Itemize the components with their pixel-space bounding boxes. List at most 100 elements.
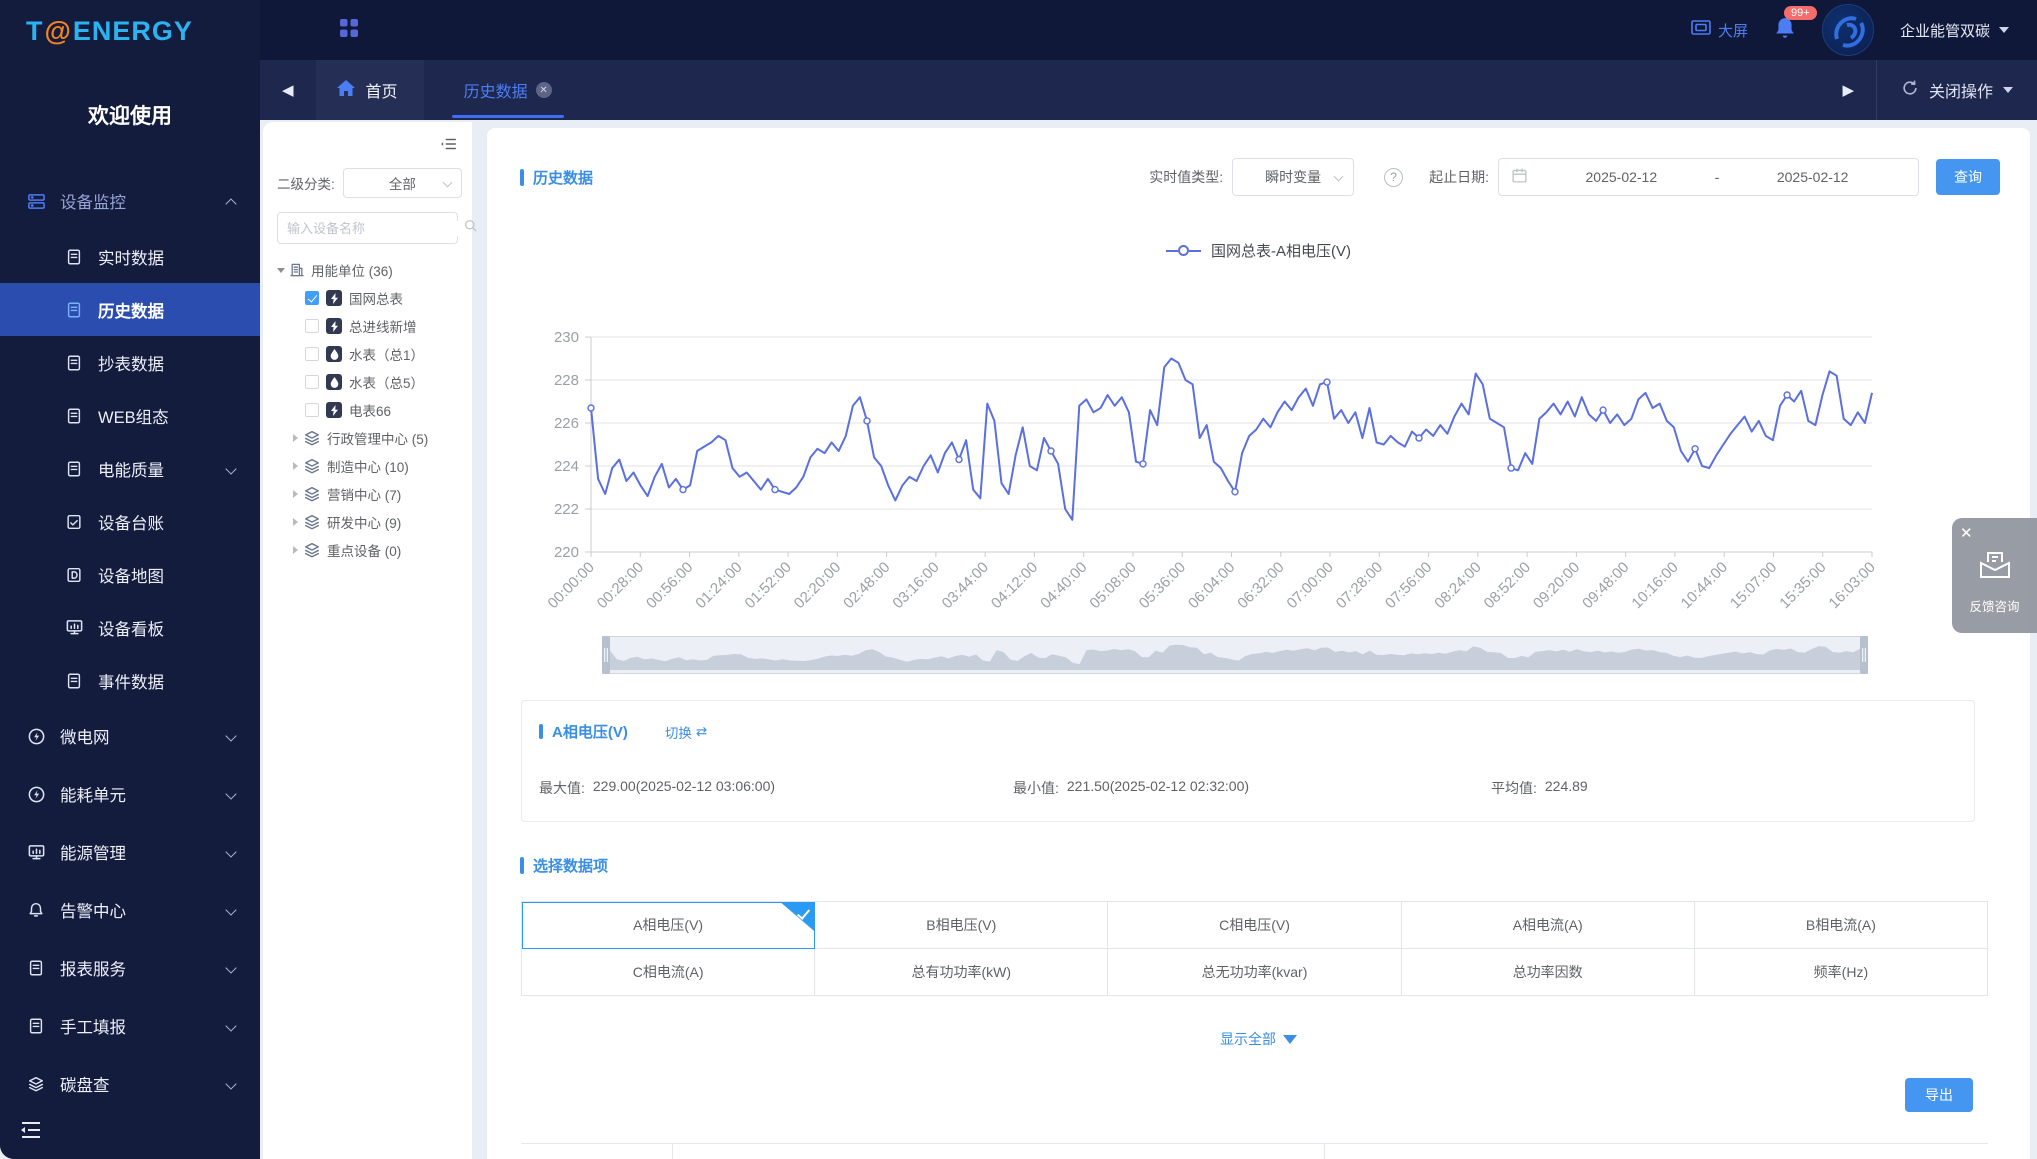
datazoom-handle-left[interactable] bbox=[602, 636, 610, 674]
data-item-6[interactable]: 总有功功率(kW) bbox=[815, 949, 1108, 996]
tab-home[interactable]: 首页 bbox=[316, 60, 424, 120]
device-checkbox[interactable] bbox=[305, 403, 319, 417]
chevron-down-icon bbox=[226, 1021, 236, 1031]
bell-icon bbox=[1774, 27, 1796, 44]
device-tree-panel: 二级分类: 全部 用能单位 (36)国网总表总进线新增水表（总1）水表（总5）电… bbox=[263, 122, 472, 1159]
svg-text:08:52:00: 08:52:00 bbox=[1481, 559, 1534, 612]
page-title-block: 历史数据 bbox=[520, 167, 593, 188]
title-accent-bar bbox=[539, 724, 543, 739]
tree-device-0[interactable]: 国网总表 bbox=[263, 284, 472, 312]
sidebar-item-4[interactable]: WEB组态 bbox=[0, 389, 260, 442]
data-item-9[interactable]: 频率(Hz) bbox=[1695, 949, 1988, 996]
apps-grid-icon[interactable] bbox=[338, 17, 360, 44]
close-operations-menu[interactable]: 关闭操作 bbox=[1876, 60, 2037, 120]
device-checkbox[interactable] bbox=[305, 319, 319, 333]
panel-menu-icon[interactable] bbox=[440, 135, 458, 158]
layers-icon bbox=[303, 429, 321, 447]
collapse-sidebar-icon[interactable] bbox=[20, 1121, 42, 1144]
sidebar-item-7[interactable]: 设备地图 bbox=[0, 548, 260, 601]
close-icon[interactable]: ✕ bbox=[1960, 524, 1973, 542]
chevron-down-icon bbox=[226, 847, 236, 857]
date-end[interactable]: 2025-02-12 bbox=[1719, 169, 1906, 185]
help-icon[interactable]: ? bbox=[1384, 168, 1403, 187]
device-checkbox[interactable] bbox=[305, 375, 319, 389]
date-range-picker[interactable]: 2025-02-12 - 2025-02-12 bbox=[1498, 158, 1919, 196]
voltage-line-chart[interactable]: 22022222422622823000:00:0000:28:0000:56:… bbox=[520, 240, 1990, 697]
feedback-widget[interactable]: ✕ 反馈咨询 bbox=[1952, 518, 2037, 633]
device-search-input[interactable] bbox=[287, 221, 463, 236]
sidebar-item-15[interactable]: 手工填报 bbox=[0, 997, 260, 1055]
tree-expander-icon[interactable] bbox=[273, 265, 289, 275]
export-button[interactable]: 导出 bbox=[1905, 1078, 1973, 1112]
sidebar-item-11[interactable]: 能耗单元 bbox=[0, 765, 260, 823]
data-item-label: 频率(Hz) bbox=[1814, 962, 1868, 982]
tree-group-0[interactable]: 行政管理中心 (5) bbox=[263, 424, 472, 452]
tree-group-4[interactable]: 重点设备 (0) bbox=[263, 536, 472, 564]
sidebar-item-13[interactable]: 告警中心 bbox=[0, 881, 260, 939]
tabs-scroll-left-icon[interactable]: ◀ bbox=[260, 81, 316, 99]
data-item-7[interactable]: 总无功功率(kvar) bbox=[1108, 949, 1401, 996]
sidebar-item-6[interactable]: 设备台账 bbox=[0, 495, 260, 548]
tree-group-3[interactable]: 研发中心 (9) bbox=[263, 508, 472, 536]
sidebar-item-9[interactable]: 事件数据 bbox=[0, 654, 260, 707]
sidebar-item-label: 报表服务 bbox=[60, 956, 126, 980]
query-button[interactable]: 查询 bbox=[1936, 159, 2000, 195]
tree-collapsed-icon[interactable] bbox=[287, 461, 303, 471]
category-select[interactable]: 全部 bbox=[343, 168, 462, 198]
bolt-icon bbox=[26, 784, 46, 804]
close-tab-icon[interactable]: ✕ bbox=[536, 82, 552, 98]
refresh-icon[interactable] bbox=[1901, 79, 1919, 102]
big-screen-icon bbox=[1691, 20, 1711, 41]
sidebar-item-3[interactable]: 抄表数据 bbox=[0, 336, 260, 389]
device-checkbox[interactable] bbox=[305, 291, 319, 305]
tree-device-3[interactable]: 水表（总5） bbox=[263, 368, 472, 396]
data-item-label: 总有功功率(kW) bbox=[912, 962, 1012, 982]
sidebar-item-2[interactable]: 历史数据 bbox=[0, 283, 260, 336]
data-item-3[interactable]: A相电流(A) bbox=[1402, 902, 1695, 949]
datazoom-handle-right[interactable] bbox=[1860, 636, 1868, 674]
workspace-switcher[interactable]: 企业能管双碳 bbox=[1900, 20, 2009, 41]
data-item-2[interactable]: C相电压(V) bbox=[1108, 902, 1401, 949]
sidebar-item-12[interactable]: 能源管理 bbox=[0, 823, 260, 881]
data-item-0[interactable]: A相电压(V) bbox=[522, 902, 815, 949]
data-item-label: B相电压(V) bbox=[926, 915, 996, 935]
sidebar-item-14[interactable]: 报表服务 bbox=[0, 939, 260, 997]
tree-group-2[interactable]: 营销中心 (7) bbox=[263, 480, 472, 508]
tree-device-4[interactable]: 电表66 bbox=[263, 396, 472, 424]
tab-history-data[interactable]: 历史数据 ✕ bbox=[446, 60, 570, 120]
switch-series-link[interactable]: 切换 ⇄ bbox=[665, 722, 707, 742]
tab-bar: ◀ 首页 历史数据 ✕ ▶ 关闭操作 bbox=[260, 60, 2037, 120]
svg-text:10:44:00: 10:44:00 bbox=[1678, 559, 1731, 612]
chart-datazoom-slider[interactable] bbox=[602, 636, 1868, 679]
sidebar-item-0[interactable]: 设备监控 bbox=[0, 172, 260, 230]
sidebar-item-8[interactable]: 设备看板 bbox=[0, 601, 260, 654]
avatar[interactable] bbox=[1822, 4, 1874, 56]
tree-device-2[interactable]: 水表（总1） bbox=[263, 340, 472, 368]
device-checkbox[interactable] bbox=[305, 347, 319, 361]
chevron-down-icon bbox=[2003, 87, 2013, 93]
sidebar-item-1[interactable]: 实时数据 bbox=[0, 230, 260, 283]
svg-text:224: 224 bbox=[554, 458, 579, 475]
notifications-button[interactable]: 99+ bbox=[1774, 16, 1796, 45]
show-all-toggle[interactable]: 显示全部 bbox=[487, 1029, 2030, 1049]
tree-collapsed-icon[interactable] bbox=[287, 433, 303, 443]
data-item-8[interactable]: 总功率因数 bbox=[1402, 949, 1695, 996]
sidebar-item-5[interactable]: 电能质量 bbox=[0, 442, 260, 495]
sidebar-item-10[interactable]: 微电网 bbox=[0, 707, 260, 765]
tree-collapsed-icon[interactable] bbox=[287, 517, 303, 527]
data-item-1[interactable]: B相电压(V) bbox=[815, 902, 1108, 949]
tree-collapsed-icon[interactable] bbox=[287, 489, 303, 499]
tabs-scroll-right-icon[interactable]: ▶ bbox=[1820, 81, 1876, 99]
tree-node-root[interactable]: 用能单位 (36) bbox=[263, 256, 472, 284]
big-screen-button[interactable]: 大屏 bbox=[1691, 20, 1748, 41]
svg-text:04:12:00: 04:12:00 bbox=[988, 559, 1041, 612]
data-item-4[interactable]: B相电流(A) bbox=[1695, 902, 1988, 949]
svg-text:15:35:00: 15:35:00 bbox=[1776, 559, 1829, 612]
tree-group-1[interactable]: 制造中心 (10) bbox=[263, 452, 472, 480]
tree-device-1[interactable]: 总进线新增 bbox=[263, 312, 472, 340]
realtime-type-select[interactable]: 瞬时变量 bbox=[1232, 158, 1354, 196]
data-item-5[interactable]: C相电流(A) bbox=[522, 949, 815, 996]
book-icon bbox=[64, 300, 84, 320]
date-start[interactable]: 2025-02-12 bbox=[1528, 169, 1715, 185]
tree-collapsed-icon[interactable] bbox=[287, 545, 303, 555]
